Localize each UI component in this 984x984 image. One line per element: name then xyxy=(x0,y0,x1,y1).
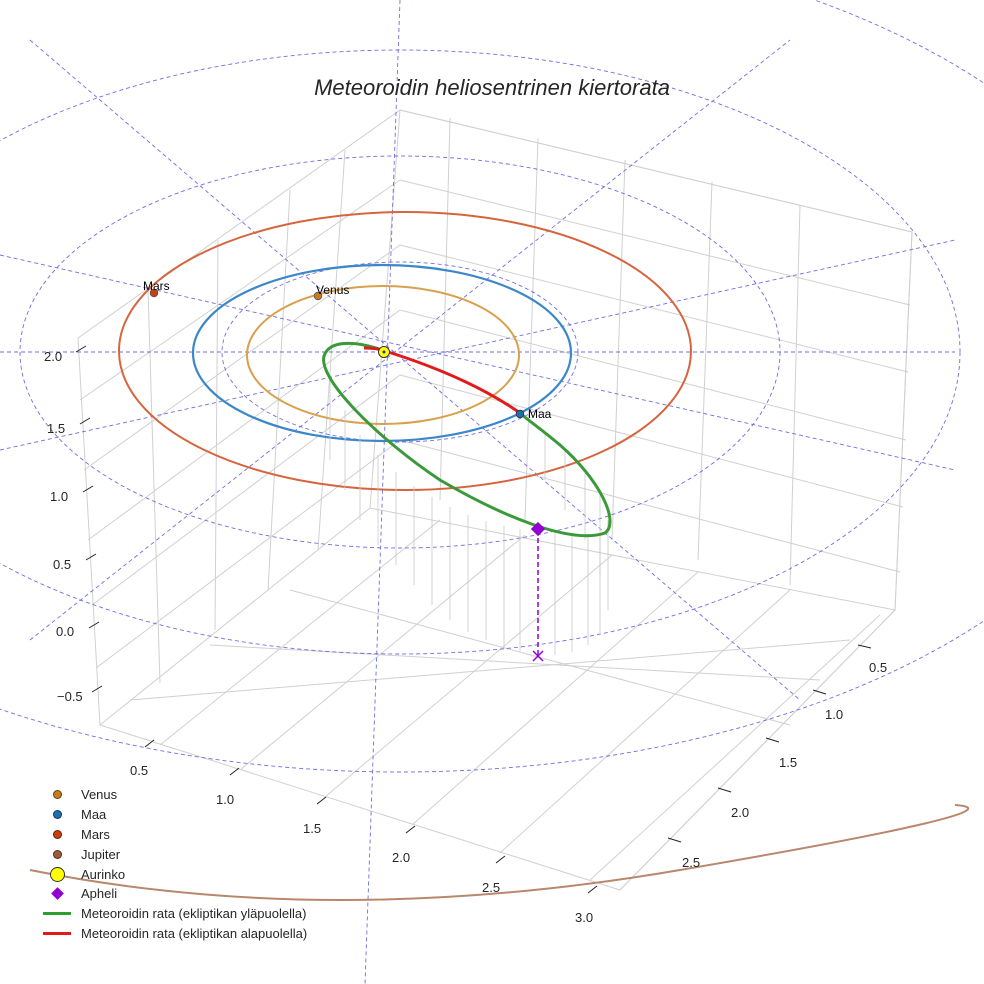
aphelion-marker xyxy=(530,521,546,537)
red-line-icon xyxy=(43,932,71,935)
y-tick: 2.0 xyxy=(731,805,749,820)
legend-label: Meteoroidin rata (ekliptikan alapuolella… xyxy=(81,925,308,941)
legend-item-mars: Mars xyxy=(36,825,307,845)
z-tick: 2.0 xyxy=(44,349,62,364)
y-tick: 1.0 xyxy=(825,707,843,722)
legend-label: Mars xyxy=(81,826,110,842)
venus-dot-icon xyxy=(52,790,62,800)
y-tick: 0.5 xyxy=(869,660,887,675)
meteoroid-orbit-below xyxy=(363,346,521,415)
legend-item-venus: Venus xyxy=(36,785,307,805)
x-tick: 2.0 xyxy=(392,850,410,865)
earth-marker xyxy=(515,409,525,419)
mars-marker xyxy=(149,288,159,298)
axis-grid xyxy=(77,109,913,891)
chart-title: Meteoroidin heliosentrinen kiertorata xyxy=(314,75,670,100)
meteoroid-orbit-above xyxy=(322,341,612,538)
x-tick: 2.5 xyxy=(482,880,500,895)
venus-orbit xyxy=(246,285,520,425)
sun-center xyxy=(382,350,386,354)
y-tick: 1.5 xyxy=(779,755,797,770)
x-tick: 0.5 xyxy=(130,763,148,778)
aphelion-projection-x-icon xyxy=(532,650,544,662)
legend-item-maa: Maa xyxy=(36,805,307,825)
z-tick: 0.0 xyxy=(56,624,74,639)
z-tick: 1.5 xyxy=(47,421,65,436)
mars-orbit xyxy=(118,211,692,491)
legend-label: Jupiter xyxy=(81,846,121,862)
legend-item-aurinko: Aurinko xyxy=(36,864,307,884)
z-axis xyxy=(75,345,103,693)
venus-label: Venus xyxy=(316,283,349,297)
legend-label: Venus xyxy=(81,787,118,803)
earth-dot-icon xyxy=(52,810,62,820)
x-tick: 3.0 xyxy=(575,910,593,925)
y-tick: 2.5 xyxy=(682,855,700,870)
z-tick: 1.0 xyxy=(50,489,68,504)
legend-label: Apheli xyxy=(81,886,118,902)
jupiter-dot-icon xyxy=(52,849,62,859)
x-axis xyxy=(144,739,598,894)
legend-label: Aurinko xyxy=(81,866,126,882)
legend-label: Meteoroidin rata (ekliptikan yläpuolella… xyxy=(81,906,307,922)
legend-item-orbit-above: Meteoroidin rata (ekliptikan yläpuolella… xyxy=(36,904,307,924)
venus-marker xyxy=(313,291,323,301)
earth-label: Maa xyxy=(528,407,552,421)
legend-item-apheli: Apheli xyxy=(36,884,307,904)
diamond-icon xyxy=(50,887,64,901)
drop-lines xyxy=(329,380,609,655)
z-tick: 0.5 xyxy=(53,557,71,572)
sun-dot-icon xyxy=(49,866,65,882)
green-line-icon xyxy=(43,912,71,915)
mars-label: Mars xyxy=(143,279,170,293)
z-tick: −0.5 xyxy=(57,689,83,704)
legend-item-jupiter: Jupiter xyxy=(36,844,307,864)
legend-label: Maa xyxy=(81,807,107,823)
legend-item-orbit-below: Meteoroidin rata (ekliptikan alapuolella… xyxy=(36,924,307,944)
x-tick: 1.5 xyxy=(303,821,321,836)
mars-dot-icon xyxy=(52,829,62,839)
earth-orbit xyxy=(191,263,573,443)
x-tick: 1.0 xyxy=(216,792,234,807)
legend: Venus Maa Mars Jupiter Aurinko Apheli Me… xyxy=(36,785,307,943)
jupiter-orbit xyxy=(29,804,969,901)
y-axis xyxy=(667,644,872,843)
